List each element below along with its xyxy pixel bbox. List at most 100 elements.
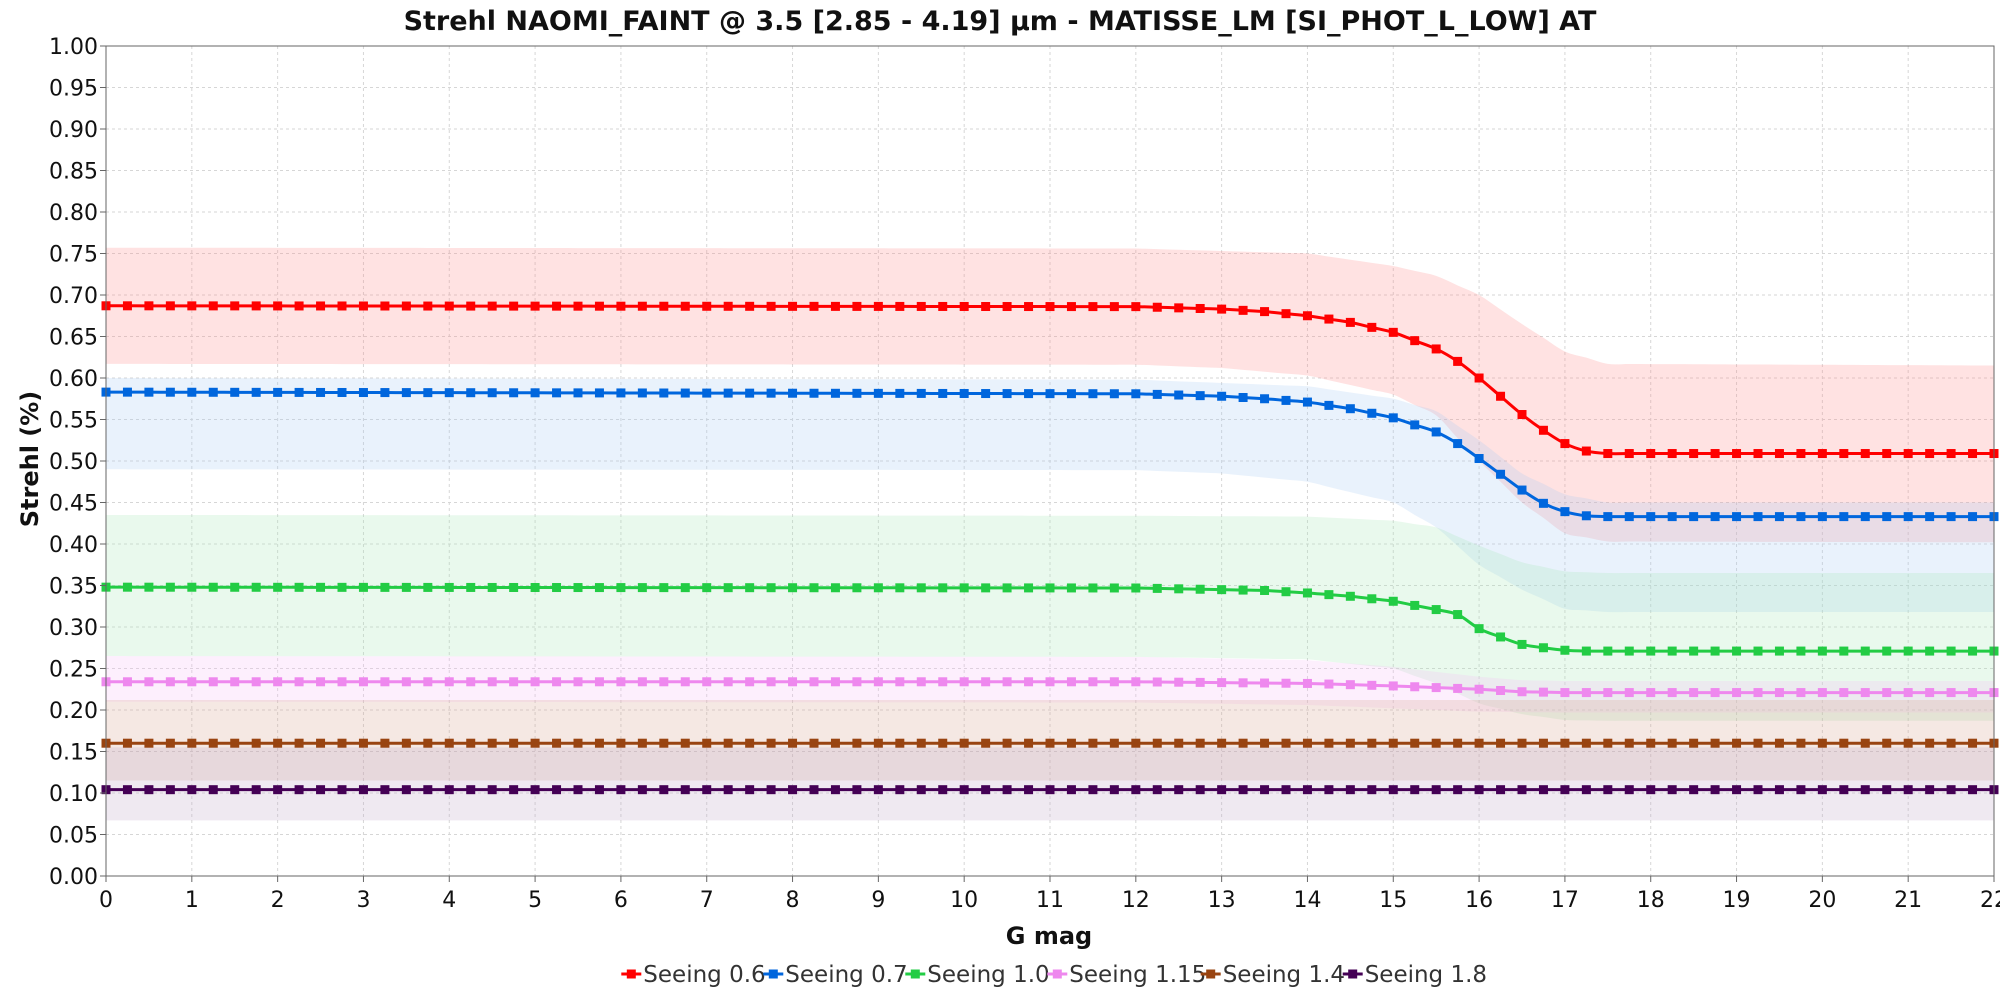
- data-point: [788, 583, 798, 593]
- data-point: [1581, 446, 1591, 456]
- data-point: [1324, 400, 1334, 410]
- x-tick-label: 8: [786, 888, 800, 913]
- data-point: [916, 785, 926, 795]
- uncertainty-bands: [106, 247, 1994, 821]
- data-point: [573, 301, 583, 311]
- data-point: [1431, 785, 1441, 795]
- x-tick-label: 14: [1293, 888, 1321, 913]
- data-point: [316, 738, 326, 748]
- data-point: [530, 677, 540, 687]
- data-point: [530, 785, 540, 795]
- data-point: [1453, 785, 1463, 795]
- legend-item-seeing-1-4: Seeing 1.4: [1200, 962, 1345, 988]
- y-tick-label: 0.95: [49, 77, 98, 102]
- data-point: [380, 582, 390, 592]
- data-point: [766, 785, 776, 795]
- data-point: [530, 388, 540, 398]
- data-point: [1195, 584, 1205, 594]
- data-point: [1388, 738, 1398, 748]
- data-point: [680, 677, 690, 687]
- data-point: [509, 785, 519, 795]
- data-point: [659, 301, 669, 311]
- data-point: [1732, 738, 1742, 748]
- data-point: [1603, 646, 1613, 656]
- data-point: [294, 677, 304, 687]
- data-point: [745, 785, 755, 795]
- data-point: [1860, 512, 1870, 522]
- y-axis-label: Strehl (%): [16, 391, 44, 528]
- data-point: [659, 677, 669, 687]
- data-point: [208, 301, 218, 311]
- data-point: [1925, 688, 1935, 698]
- data-point: [466, 388, 476, 398]
- data-point: [1946, 512, 1956, 522]
- data-point: [1860, 688, 1870, 698]
- data-point: [1045, 738, 1055, 748]
- data-point: [1324, 785, 1334, 795]
- data-point: [1002, 677, 1012, 687]
- data-point: [1496, 738, 1506, 748]
- data-point: [981, 302, 991, 311]
- data-point: [1968, 688, 1978, 698]
- data-point: [1002, 738, 1012, 748]
- data-point: [294, 301, 304, 311]
- data-point: [594, 785, 604, 795]
- data-point: [423, 738, 433, 748]
- data-point: [1024, 785, 1034, 795]
- data-point: [1281, 738, 1291, 748]
- data-point: [1968, 449, 1978, 459]
- data-point: [1238, 738, 1248, 748]
- data-point: [1538, 785, 1548, 795]
- data-point: [830, 738, 840, 748]
- data-point: [1624, 449, 1634, 459]
- data-point: [316, 301, 326, 311]
- y-tick-label: 0.85: [49, 160, 98, 185]
- data-point: [1088, 738, 1098, 748]
- x-tick-label: 18: [1637, 888, 1665, 913]
- data-point: [594, 301, 604, 311]
- data-point: [1860, 449, 1870, 459]
- data-point: [938, 583, 948, 593]
- data-point: [1710, 646, 1720, 656]
- legend-item-seeing-0-6: Seeing 0.6: [621, 962, 766, 988]
- data-point: [1024, 583, 1034, 593]
- data-point: [1260, 394, 1270, 404]
- legend-label: Seeing 0.6: [643, 962, 765, 988]
- data-point: [1195, 738, 1205, 748]
- data-point: [509, 677, 519, 687]
- data-point: [702, 785, 712, 795]
- data-point: [1560, 439, 1570, 449]
- data-point: [788, 388, 798, 398]
- data-point: [165, 738, 175, 748]
- x-tick-label: 4: [442, 888, 456, 913]
- data-point: [1367, 738, 1377, 748]
- data-point: [895, 301, 905, 311]
- x-tick-label: 16: [1465, 888, 1493, 913]
- data-point: [852, 677, 862, 687]
- data-point: [745, 388, 755, 398]
- data-point: [1946, 646, 1956, 656]
- data-point: [1839, 449, 1849, 459]
- data-point: [1410, 420, 1420, 430]
- data-point: [1474, 454, 1484, 464]
- data-point: [1732, 449, 1742, 459]
- data-point: [1302, 311, 1312, 321]
- data-point: [1474, 785, 1484, 795]
- data-point: [444, 785, 454, 795]
- data-point: [1817, 785, 1827, 795]
- data-point: [1903, 688, 1913, 698]
- data-point: [1689, 449, 1699, 459]
- data-point: [1560, 688, 1570, 698]
- data-point: [616, 677, 626, 687]
- data-point: [1345, 317, 1355, 327]
- series-lines: [101, 301, 1999, 795]
- x-tick-label: 7: [700, 888, 714, 913]
- data-point: [723, 785, 733, 795]
- data-point: [1410, 738, 1420, 748]
- data-point: [187, 582, 197, 592]
- data-point: [1131, 738, 1141, 748]
- data-point: [1152, 389, 1162, 399]
- data-point: [1689, 646, 1699, 656]
- data-point: [401, 738, 411, 748]
